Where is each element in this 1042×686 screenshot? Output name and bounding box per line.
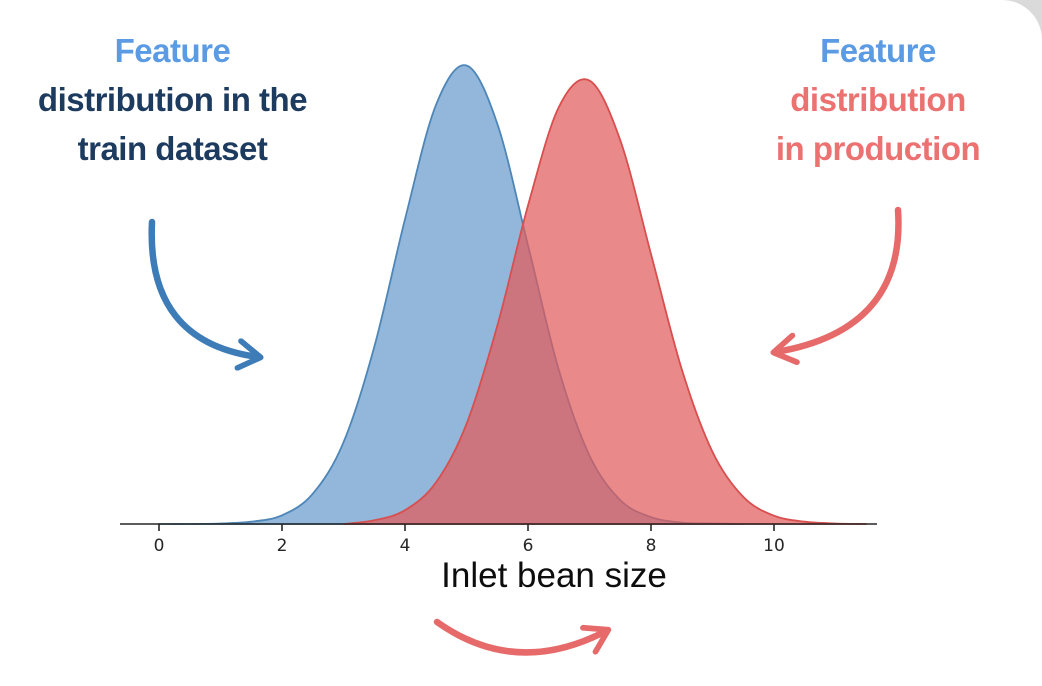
- train-annotation-line3: train dataset: [77, 130, 268, 167]
- x-tick-label: 0: [154, 536, 165, 556]
- production-annotation: Feature distribution in production: [752, 26, 1004, 173]
- x-axis-callout-arrow-icon: [433, 618, 606, 656]
- x-tick-label: 6: [523, 536, 534, 556]
- production-annotation-accent: Feature: [820, 32, 936, 69]
- x-tick-label: 4: [400, 536, 411, 556]
- x-tick-label: 8: [646, 536, 657, 556]
- x-tick-label: 2: [277, 536, 288, 556]
- production-annotation-line3: in production: [775, 130, 981, 167]
- train-callout-arrow-icon: [148, 218, 258, 357]
- production-callout-arrow-icon: [776, 206, 902, 352]
- x-axis-label: Inlet bean size: [441, 556, 667, 595]
- x-tick-label: 10: [763, 536, 785, 556]
- rounded-corner-decoration: [996, 0, 1042, 46]
- train-annotation-line2: distribution in the: [37, 81, 308, 118]
- train-annotation: Feature distribution in the train datase…: [0, 26, 345, 173]
- train-annotation-accent: Feature: [114, 32, 231, 69]
- production-annotation-line2: distribution: [790, 81, 966, 118]
